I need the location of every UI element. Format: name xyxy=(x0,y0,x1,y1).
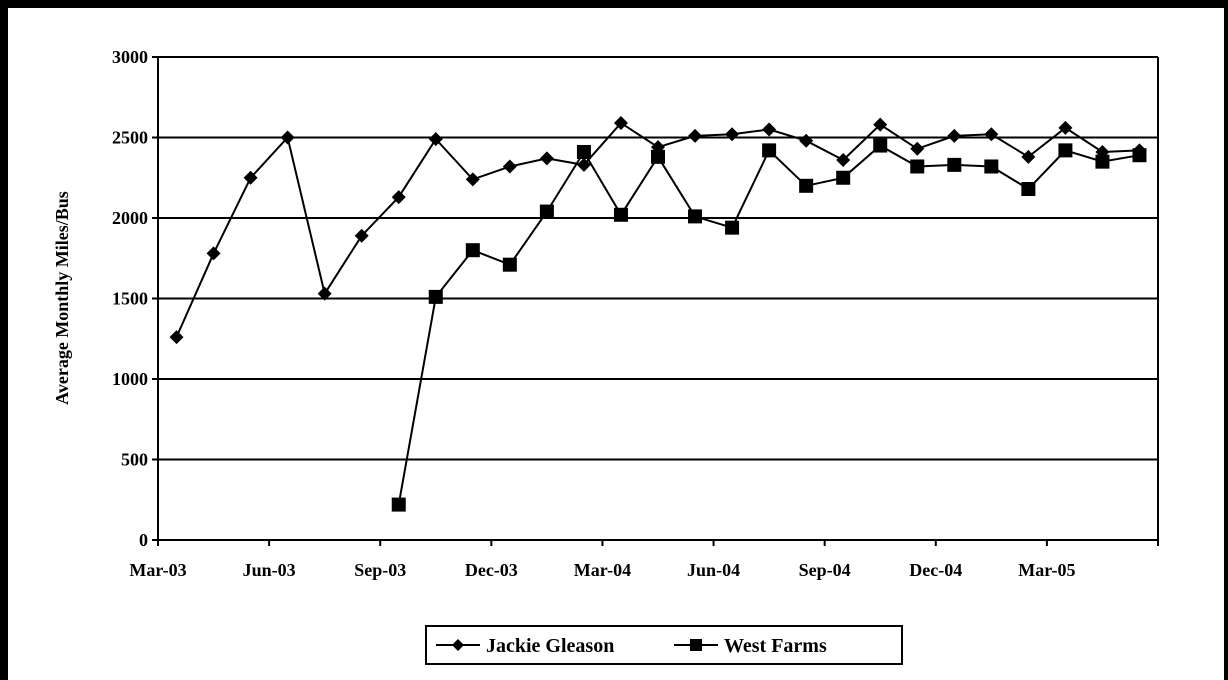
point-west-farms-oct-04 xyxy=(836,170,851,185)
y-tick-label-1500: 1500 xyxy=(112,289,148,309)
point-west-farms-dec-04 xyxy=(910,159,925,174)
point-jackie-gleason-mar-04 xyxy=(576,157,591,172)
y-tick-label-2000: 2000 xyxy=(112,208,148,228)
point-west-farms-jun-05 xyxy=(1132,148,1147,163)
gridlines xyxy=(158,136,1158,461)
point-jackie-gleason-aug-04 xyxy=(762,122,777,137)
x-tick-labels: Mar-03 Jun-03 Sep-03 Dec-03 Mar-04 Jun-04 Sep-… xyxy=(129,560,1075,580)
x-tick-label-mar-03: Mar-03 xyxy=(129,560,186,580)
point-jackie-gleason-aug-03 xyxy=(317,286,332,301)
point-jackie-gleason-jun-03 xyxy=(243,170,258,185)
point-jackie-gleason-oct-03 xyxy=(391,190,406,205)
point-west-farms-nov-04 xyxy=(873,138,888,153)
point-west-farms-mar-04 xyxy=(576,144,591,159)
point-west-farms-mar-05 xyxy=(1021,182,1036,197)
point-west-farms-jul-04 xyxy=(725,220,740,235)
y-axis-title: Average Monthly Miles/Bus xyxy=(52,191,72,405)
point-jackie-gleason-dec-04 xyxy=(910,141,925,156)
point-jackie-gleason-sep-04 xyxy=(799,133,814,148)
y-tick-label-1000: 1000 xyxy=(112,369,148,389)
point-jackie-gleason-jan-04 xyxy=(502,159,517,174)
legend: Jackie Gleason West Farms xyxy=(425,625,903,665)
point-west-farms-aug-04 xyxy=(762,143,777,158)
point-west-farms-may-05 xyxy=(1095,154,1110,169)
series-west-farms xyxy=(391,138,1147,512)
y-tick-label-2500: 2500 xyxy=(112,128,148,148)
point-jackie-gleason-dec-03 xyxy=(465,172,480,187)
series-line-west-farms xyxy=(397,144,1140,505)
point-west-farms-dec-03 xyxy=(465,243,480,258)
point-west-farms-jan-05 xyxy=(947,157,962,172)
point-west-farms-sep-04 xyxy=(799,178,814,193)
point-jackie-gleason-apr-05 xyxy=(1058,120,1073,135)
y-tick-label-0: 0 xyxy=(139,530,148,550)
point-jackie-gleason-mar-05 xyxy=(1021,149,1036,164)
point-jackie-gleason-feb-05 xyxy=(984,127,999,142)
point-west-farms-jan-04 xyxy=(502,257,517,272)
point-jackie-gleason-nov-04 xyxy=(873,117,888,132)
point-jackie-gleason-nov-03 xyxy=(428,132,443,147)
x-tick-label-sep-04: Sep-04 xyxy=(799,560,851,580)
point-jackie-gleason-jan-05 xyxy=(947,128,962,143)
point-jackie-gleason-jul-04 xyxy=(725,127,740,142)
point-west-farms-apr-04 xyxy=(613,207,628,222)
point-jackie-gleason-may-03 xyxy=(206,246,221,261)
legend-label-jackie-gleason: Jackie Gleason xyxy=(486,635,614,657)
x-tick-label-mar-05: Mar-05 xyxy=(1018,560,1075,580)
point-jackie-gleason-sep-03 xyxy=(354,228,369,243)
y-tick-labels: 0 500 1000 1500 2000 2500 3000 xyxy=(112,47,148,550)
point-west-farms-jun-04 xyxy=(688,209,703,224)
axes xyxy=(152,56,1159,546)
point-jackie-gleason-feb-04 xyxy=(539,151,554,166)
point-jackie-gleason-apr-03 xyxy=(169,330,184,345)
legend-marker-jackie-gleason xyxy=(452,639,464,651)
point-west-farms-oct-03 xyxy=(391,497,406,512)
x-tick-label-dec-03: Dec-03 xyxy=(465,560,518,580)
x-tick-label-sep-03: Sep-03 xyxy=(354,560,406,580)
x-tick-label-dec-04: Dec-04 xyxy=(909,560,962,580)
point-jackie-gleason-oct-04 xyxy=(836,153,851,168)
point-jackie-gleason-jun-04 xyxy=(688,128,703,143)
y-tick-label-500: 500 xyxy=(121,450,148,470)
point-west-farms-may-04 xyxy=(651,149,665,164)
legend-marker-west-farms xyxy=(690,639,702,651)
legend-label-west-farms: West Farms xyxy=(724,635,827,657)
point-jackie-gleason-apr-04 xyxy=(613,116,628,131)
x-tick-label-mar-04: Mar-04 xyxy=(574,560,631,580)
x-tick-label-jun-03: Jun-03 xyxy=(243,560,296,580)
point-west-farms-feb-05 xyxy=(984,159,999,174)
legend-box xyxy=(425,625,903,665)
point-west-farms-nov-03 xyxy=(428,289,443,304)
point-jackie-gleason-jul-03 xyxy=(280,130,295,145)
y-tick-label-3000: 3000 xyxy=(112,47,148,67)
x-tick-label-jun-04: Jun-04 xyxy=(687,560,740,580)
point-west-farms-apr-05 xyxy=(1058,143,1073,158)
point-west-farms-feb-04 xyxy=(539,204,554,219)
series-layer xyxy=(169,116,1147,512)
